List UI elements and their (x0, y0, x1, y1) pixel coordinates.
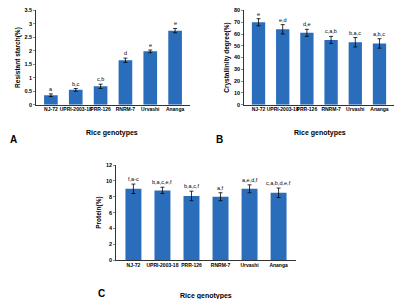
svg-text:PRR-126: PRR-126 (90, 106, 111, 112)
svg-text:b,a,c: b,a,c (349, 30, 361, 36)
svg-text:a: a (49, 86, 53, 92)
svg-text:d: d (124, 50, 127, 56)
svg-text:50: 50 (234, 43, 240, 49)
svg-text:8: 8 (109, 194, 112, 200)
svg-text:Resistant starch(%): Resistant starch(%) (14, 27, 22, 88)
svg-text:3: 3 (29, 21, 32, 27)
svg-text:Urvashi: Urvashi (346, 106, 365, 112)
svg-text:C: C (98, 288, 105, 299)
svg-text:e: e (174, 20, 177, 26)
svg-text:e: e (149, 42, 152, 48)
svg-text:Urvashi: Urvashi (240, 262, 259, 268)
svg-text:20: 20 (234, 78, 240, 84)
svg-text:b,c: b,c (72, 81, 80, 87)
svg-text:1: 1 (29, 75, 32, 81)
svg-text:60: 60 (234, 31, 240, 37)
svg-text:Rice genotypes: Rice genotypes (86, 129, 138, 137)
svg-text:2: 2 (29, 48, 32, 54)
svg-text:c,a,b: c,a,b (325, 28, 337, 34)
svg-text:30: 30 (234, 66, 240, 72)
svg-text:a,e,d,f: a,e,d,f (242, 177, 258, 183)
svg-text:12: 12 (106, 162, 112, 168)
svg-text:c,a,b,d,e,f: c,a,b,d,e,f (266, 180, 291, 186)
svg-text:Ananga: Ananga (269, 262, 288, 268)
svg-text:10: 10 (106, 178, 112, 184)
svg-text:B: B (216, 134, 223, 145)
svg-text:PRR-126: PRR-126 (297, 106, 318, 112)
svg-text:UPRI-2003-18: UPRI-2003-18 (146, 262, 178, 268)
svg-text:Urvashi: Urvashi (141, 106, 160, 112)
svg-text:0: 0 (29, 102, 32, 108)
svg-text:10: 10 (234, 90, 240, 96)
svg-text:6: 6 (109, 210, 112, 216)
svg-text:a,f: a,f (217, 185, 224, 191)
svg-text:c,b: c,b (97, 76, 104, 82)
svg-text:d,e: d,e (303, 21, 311, 27)
svg-text:e: e (257, 11, 260, 17)
svg-text:Ananga: Ananga (166, 106, 185, 112)
svg-text:Rice genotypes: Rice genotypes (294, 129, 346, 137)
svg-text:PRR-126: PRR-126 (181, 262, 202, 268)
svg-text:NJ-72: NJ-72 (127, 262, 141, 268)
svg-text:UPRI-2003-18: UPRI-2003-18 (60, 106, 92, 112)
svg-text:b,a,c,e,f: b,a,c,e,f (152, 179, 172, 185)
svg-text:RNRM-7: RNRM-7 (116, 106, 136, 112)
svg-text:f,a-c: f,a-c (128, 176, 139, 182)
svg-text:NJ-72: NJ-72 (44, 106, 58, 112)
svg-text:0: 0 (237, 102, 240, 108)
svg-text:0: 0 (109, 257, 112, 263)
svg-text:Protein(%): Protein(%) (95, 196, 103, 229)
svg-text:e,d: e,d (279, 17, 287, 23)
svg-text:70: 70 (234, 19, 240, 25)
svg-text:Ananga: Ananga (370, 106, 389, 112)
svg-text:A: A (10, 134, 17, 145)
svg-text:3.5: 3.5 (24, 7, 32, 13)
svg-text:NJ-72: NJ-72 (252, 106, 266, 112)
svg-text:RNRM-7: RNRM-7 (211, 262, 231, 268)
svg-text:Crystallinity degree(%): Crystallinity degree(%) (223, 22, 231, 92)
svg-text:80: 80 (234, 7, 240, 13)
svg-text:4: 4 (109, 225, 113, 231)
svg-text:Rice genotypes: Rice genotypes (180, 292, 232, 299)
svg-text:2.5: 2.5 (24, 34, 32, 40)
svg-text:2: 2 (109, 241, 112, 247)
svg-text:RNRM-7: RNRM-7 (321, 106, 341, 112)
svg-text:1.5: 1.5 (24, 61, 32, 67)
svg-text:0.5: 0.5 (24, 88, 32, 94)
svg-text:UPRI-2003-18: UPRI-2003-18 (267, 106, 299, 112)
svg-text:40: 40 (234, 54, 240, 60)
svg-text:a,b,c: a,b,c (373, 31, 385, 37)
svg-text:b,a,c,f: b,a,c,f (184, 183, 199, 189)
